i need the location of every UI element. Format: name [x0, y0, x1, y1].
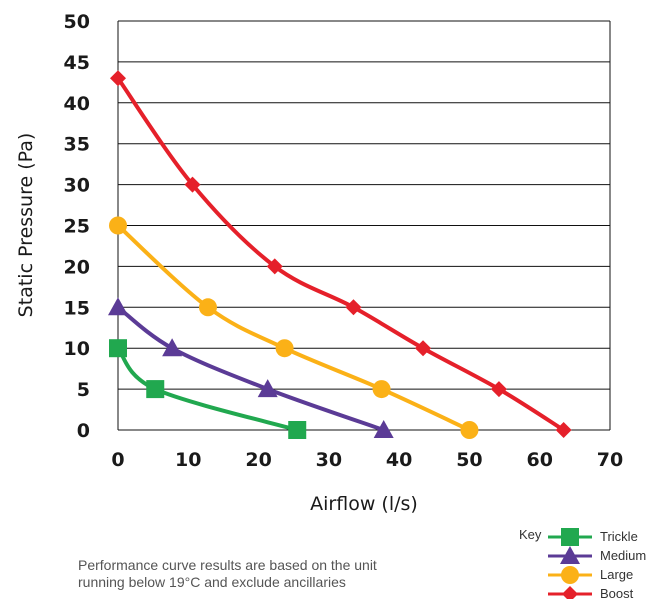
- y-tick-label: 25: [64, 216, 90, 238]
- trickle-point: [109, 339, 127, 358]
- boost-point: [490, 381, 507, 398]
- y-tick-label: 20: [64, 256, 90, 278]
- series-medium: [108, 297, 394, 438]
- x-tick-label: 20: [245, 449, 271, 471]
- legend-label: Boost: [600, 586, 634, 599]
- series-large: [109, 216, 479, 439]
- trickle-point: [146, 380, 165, 399]
- legend-swatch-marker: [561, 566, 579, 584]
- legend-swatch-marker: [561, 528, 579, 546]
- large-point: [372, 380, 391, 399]
- legend-item-trickle: Trickle: [548, 528, 638, 546]
- medium-point: [257, 379, 278, 398]
- boost-point: [266, 258, 283, 275]
- x-axis-label: Airflow (l/s): [310, 493, 418, 515]
- grid-lines: [118, 20, 610, 431]
- x-tick-label: 0: [111, 449, 124, 471]
- boost-point: [110, 70, 126, 87]
- tick-labels: 0 5 10 15 20 25 30 35 40 45 50 0 10 20 30 40 50 60 70: [64, 11, 624, 471]
- medium-point: [162, 338, 183, 357]
- y-tick-label: 50: [64, 11, 90, 33]
- footnote-line-2: running below 19°C and exclude ancillari…: [78, 574, 346, 590]
- y-tick-label: 10: [64, 338, 90, 360]
- medium-point: [373, 420, 394, 438]
- legend-label: Trickle: [600, 529, 638, 544]
- y-tick-label: 40: [64, 93, 90, 115]
- legend-label: Large: [600, 567, 633, 582]
- footnote: Performance curve results are based on t…: [78, 557, 438, 591]
- y-tick-label: 45: [64, 52, 90, 74]
- boost-point: [555, 422, 572, 438]
- y-tick-label: 15: [64, 297, 90, 319]
- boost-point: [345, 299, 362, 316]
- large-point: [460, 421, 479, 439]
- x-tick-label: 40: [386, 449, 412, 471]
- y-tick-label: 0: [77, 420, 90, 442]
- legend-swatch-marker: [560, 546, 580, 564]
- boost-point: [184, 176, 201, 193]
- series-boost: [110, 70, 572, 438]
- legend-item-boost: Boost: [548, 586, 634, 599]
- medium-line: [116, 305, 386, 432]
- legend-item-large: Large: [548, 566, 633, 584]
- legend-label: Medium: [600, 548, 646, 563]
- legend-item-medium: Medium: [548, 546, 646, 564]
- large-point: [109, 216, 127, 235]
- large-point: [275, 339, 294, 358]
- y-axis-label: Static Pressure (Pa): [15, 133, 37, 318]
- trickle-line: [116, 346, 300, 432]
- x-tick-label: 10: [175, 449, 201, 471]
- boost-line: [116, 76, 566, 432]
- legend-swatch-marker: [562, 586, 578, 599]
- legend: Key Trickle Medium Large Boost: [519, 527, 646, 599]
- legend-title: Key: [519, 527, 542, 542]
- x-tick-label: 50: [456, 449, 482, 471]
- x-tick-label: 30: [316, 449, 342, 471]
- y-tick-label: 30: [64, 175, 90, 197]
- x-tick-label: 70: [597, 449, 623, 471]
- series-trickle: [109, 339, 307, 439]
- medium-point: [108, 297, 128, 316]
- y-tick-label: 35: [64, 134, 90, 156]
- boost-point: [415, 340, 432, 357]
- large-point: [198, 298, 217, 317]
- x-tick-label: 60: [526, 449, 552, 471]
- trickle-point: [288, 421, 307, 439]
- y-tick-label: 5: [77, 379, 90, 401]
- footnote-line-1: Performance curve results are based on t…: [78, 557, 377, 573]
- data-series: [108, 70, 572, 439]
